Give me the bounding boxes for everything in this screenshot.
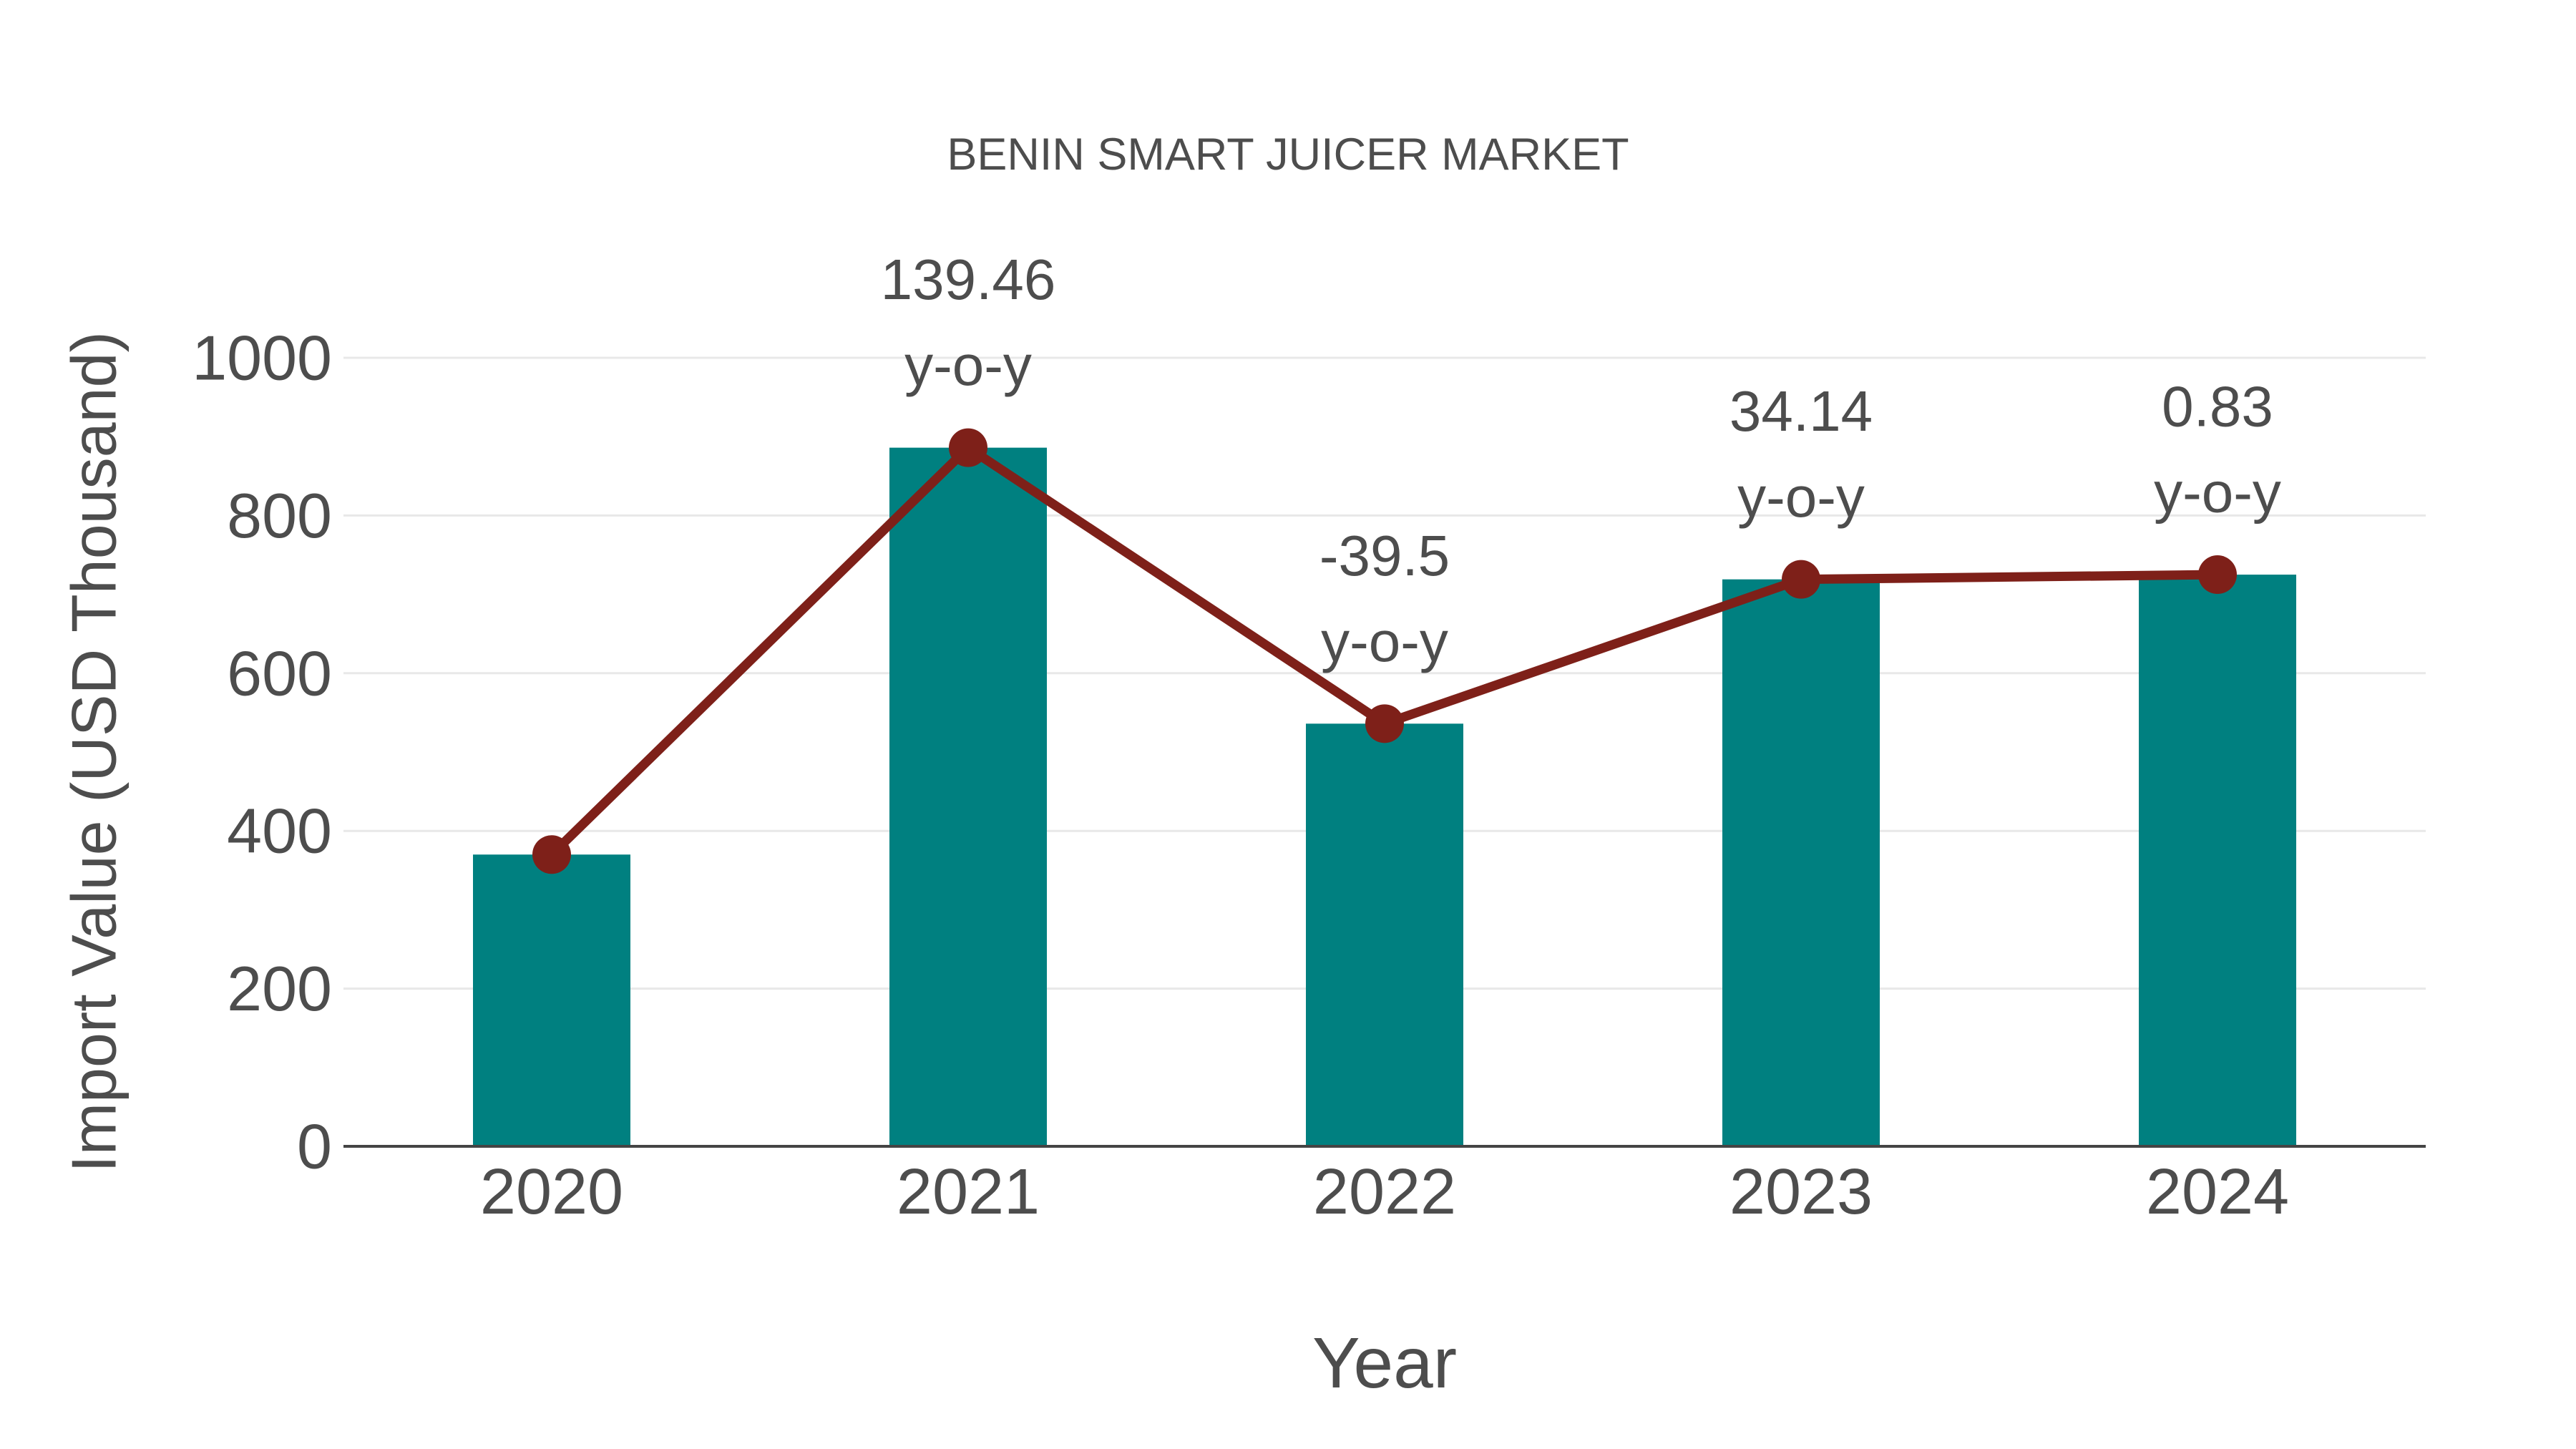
x-axis-label: Year	[1312, 1323, 1457, 1403]
y-tick-label-600: 600	[227, 638, 332, 708]
bar-series	[473, 447, 2296, 1146]
bar-2020	[473, 854, 630, 1146]
y-tick-label-400: 400	[227, 796, 332, 867]
yoy-annotations: 139.46 y-o-y -39.5 y-o-y 34.14 y-o-y 0.83 y-o-y	[881, 248, 2281, 673]
x-tick-label-2023: 2023	[1729, 1156, 1873, 1228]
annotation-sublabel-2021: y-o-y	[904, 333, 1032, 397]
y-tick-label-0: 0	[297, 1111, 332, 1182]
trend-line-series	[532, 428, 2237, 874]
y-tick-label-800: 800	[227, 480, 332, 551]
chart-title: BENIN SMART JUICER MARKET	[947, 130, 1629, 180]
y-tick-labels: 0 200 400 600 800 1000	[192, 323, 332, 1182]
annotation-value-2021: 139.46	[881, 248, 1056, 311]
y-axis-label: Import Value (USD Thousand)	[59, 331, 130, 1173]
bar-2021	[889, 447, 1047, 1146]
trend-marker-2024	[2198, 555, 2237, 595]
x-tick-label-2024: 2024	[2146, 1156, 2289, 1228]
bar-2023	[1722, 579, 1880, 1146]
trend-marker-2021	[949, 428, 987, 467]
trend-marker-2020	[532, 835, 571, 874]
x-tick-label-2020: 2020	[480, 1156, 623, 1228]
annotation-sublabel-2023: y-o-y	[1737, 465, 1865, 529]
annotation-value-2024: 0.83	[2162, 375, 2273, 439]
annotation-value-2022: -39.5	[1319, 524, 1450, 587]
x-tick-label-2021: 2021	[897, 1156, 1040, 1228]
x-tick-label-2022: 2022	[1313, 1156, 1456, 1228]
y-tick-label-1000: 1000	[192, 323, 332, 394]
y-tick-label-200: 200	[227, 953, 332, 1024]
annotation-value-2023: 34.14	[1729, 379, 1873, 443]
annotation-sublabel-2022: y-o-y	[1321, 610, 1448, 673]
trend-marker-2022	[1365, 704, 1404, 743]
bar-2024	[2139, 575, 2296, 1146]
trend-marker-2023	[1782, 560, 1820, 599]
bar-2022	[1306, 723, 1463, 1146]
gridlines	[343, 356, 2426, 990]
x-tick-labels: 2020 2021 2022 2023 2024	[480, 1156, 2289, 1228]
annotation-sublabel-2024: y-o-y	[2154, 461, 2281, 525]
